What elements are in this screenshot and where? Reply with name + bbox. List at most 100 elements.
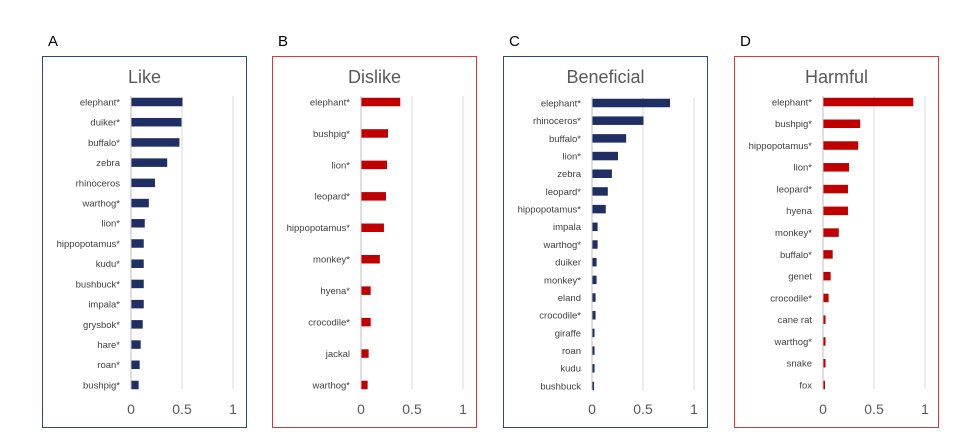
bar (823, 163, 849, 172)
category-label: hippopotamus* (749, 141, 813, 152)
category-label: giraffe (555, 328, 581, 339)
category-label: hare* (97, 340, 120, 351)
panel-letter-a: A (48, 33, 59, 50)
category-label: zebra (96, 158, 120, 169)
bar (131, 198, 149, 208)
panel-letter-b: B (278, 33, 289, 50)
category-label: fox (799, 380, 812, 391)
chart-svg: 0 0.5 1 elephant* bushpig* lion* leopard* hippo… (287, 96, 467, 417)
category-label: bushbuck* (76, 279, 121, 290)
bar (131, 340, 141, 349)
bar (361, 286, 371, 295)
bar (361, 317, 371, 327)
bar (592, 222, 598, 232)
bar (592, 364, 595, 373)
bar (361, 254, 380, 264)
bar (361, 192, 386, 201)
x-tick-label: 1 (921, 401, 929, 417)
category-label: elephant* (80, 97, 120, 108)
category-label: buffalo* (88, 138, 120, 149)
category-label: warthog* (82, 198, 121, 209)
category-label: warthog* (543, 240, 582, 251)
category-label: crocodile* (308, 318, 350, 329)
panel-letter-d: D (740, 33, 751, 50)
category-label: crocodile* (539, 311, 581, 322)
chart-title: Beneficial (566, 67, 645, 87)
category-label: lion* (794, 163, 813, 174)
bar (823, 380, 825, 390)
bar (823, 206, 848, 216)
category-label: warthog* (312, 380, 351, 391)
category-label: hippopotamus* (287, 223, 351, 234)
category-label: lion* (332, 160, 351, 171)
x-tick-label: 0.5 (402, 401, 422, 417)
bar (131, 97, 183, 107)
category-label: monkey* (544, 275, 581, 286)
bar (592, 98, 671, 108)
category-label: bushpig* (83, 380, 120, 391)
bar (592, 293, 596, 302)
bar (823, 271, 831, 281)
bar (592, 381, 594, 391)
bar (131, 219, 145, 228)
category-label: impala (553, 222, 582, 233)
category-label: lion* (102, 219, 121, 230)
category-label: hyena* (320, 286, 350, 297)
bar (592, 187, 608, 196)
category-label: eland (558, 293, 581, 304)
x-tick-label: 0 (357, 401, 365, 417)
bar (823, 141, 859, 150)
category-label: leopard* (315, 192, 351, 203)
chart-title: Harmful (804, 67, 868, 87)
bar (823, 293, 829, 303)
chart-panel-c: Beneficial 0 0.5 1 elephant* rhinoceros* buffa… (503, 56, 708, 428)
category-label: genet (788, 272, 812, 283)
bar (361, 129, 389, 138)
bar (823, 315, 826, 324)
category-label: bushpig* (775, 119, 812, 130)
category-label: elephant* (310, 97, 350, 108)
bar (131, 360, 140, 370)
category-label: leopard* (546, 187, 582, 198)
chart-svg: 0 0.5 1 elephant* bushpig* hippopotamus* lion*… (749, 96, 929, 417)
chart-title: Like (127, 67, 162, 87)
x-tick-label: 0.5 (172, 401, 192, 417)
bar (131, 320, 143, 329)
bar (131, 380, 139, 390)
x-tick-label: 0 (127, 401, 135, 417)
bar (131, 138, 180, 147)
category-label: grysbok* (83, 320, 120, 331)
category-label: duiker (555, 258, 581, 269)
category-label: bushpig* (313, 129, 350, 140)
bar (592, 151, 618, 161)
panel-letter-c: C (509, 33, 520, 50)
category-label: hippopotamus* (518, 205, 582, 216)
category-label: buffalo* (780, 250, 812, 261)
bar (131, 178, 155, 188)
category-label: duiker* (90, 118, 120, 129)
bar (823, 97, 914, 107)
bar (592, 204, 606, 214)
category-label: elephant* (541, 98, 581, 109)
category-label: cane rat (778, 315, 813, 326)
chart-panel-d: Harmful 0 0.5 1 elephant* bushpig* hippopotamu… (734, 56, 939, 428)
bar (823, 119, 861, 129)
chart-svg: 0 0.5 1 elephant* rhinoceros* buffalo* lion* ze… (518, 97, 698, 417)
bar (592, 311, 596, 320)
category-label: monkey* (775, 228, 812, 239)
x-tick-label: 0.5 (864, 401, 884, 417)
bar (592, 116, 644, 125)
category-label: roan* (97, 360, 120, 371)
chart-panel-b: Dislike 0 0.5 1 elephant* bushpig* lion* leopar… (272, 56, 477, 428)
bar (131, 299, 144, 309)
x-tick-label: 1 (229, 401, 237, 417)
bar (823, 337, 826, 346)
x-tick-label: 1 (690, 401, 698, 417)
chart-title: Dislike (347, 67, 401, 87)
category-label: roan (562, 346, 581, 357)
category-label: kudu* (96, 259, 121, 270)
category-label: hippopotamus* (57, 239, 121, 250)
x-tick-label: 1 (459, 401, 467, 417)
bar (823, 250, 833, 259)
bar (361, 380, 368, 390)
